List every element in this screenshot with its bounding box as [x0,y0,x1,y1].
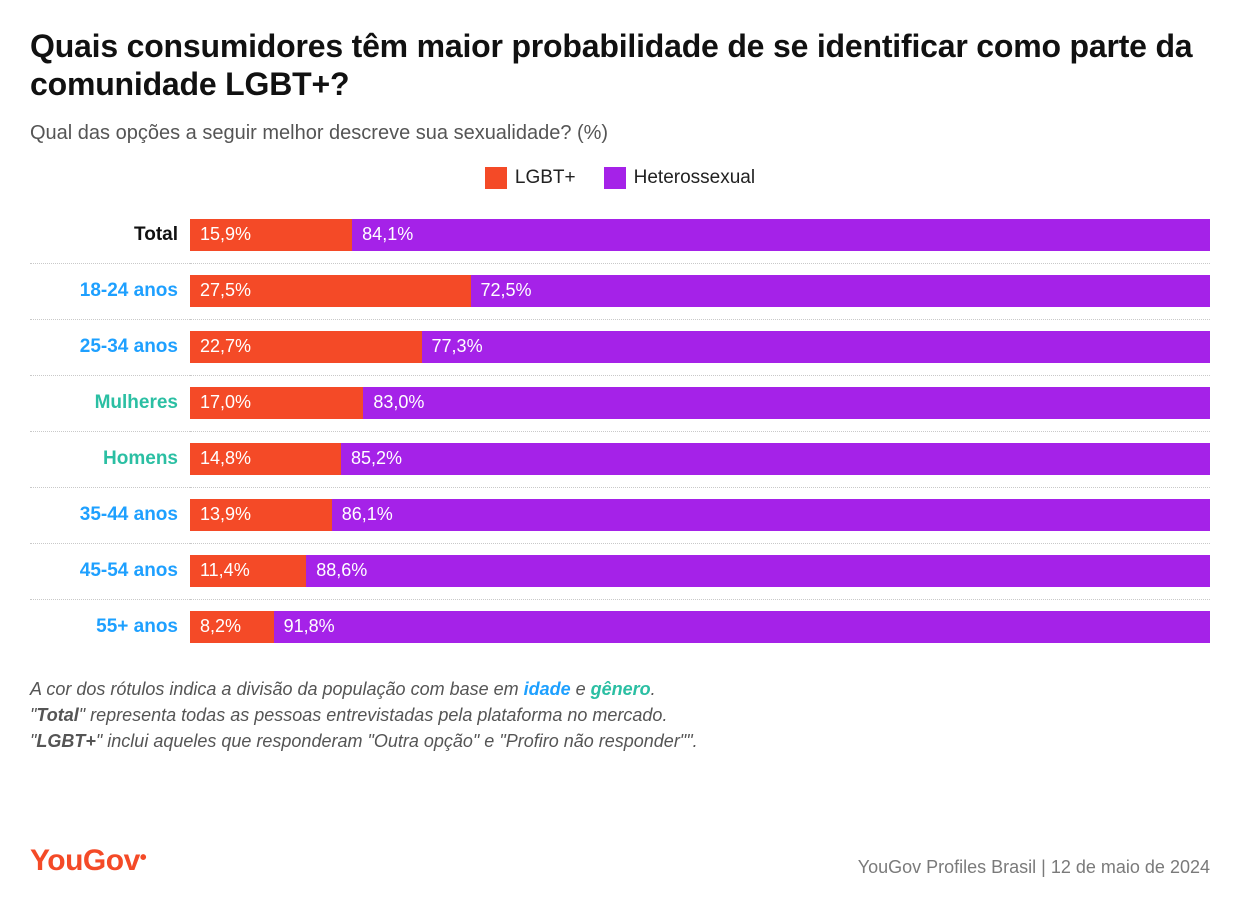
stacked-bar: 17,0%83,0% [190,387,1210,419]
bar-segment-lgbt: 13,9% [190,499,332,531]
bar-segment-lgbt: 8,2% [190,611,274,643]
bar-segment-lgbt: 17,0% [190,387,363,419]
category-label: 25-34 anos [30,319,190,374]
bar-cell: 8,2%91,8% [190,599,1210,654]
category-label: 18-24 anos [30,263,190,318]
category-label: 35-44 anos [30,487,190,542]
bar-segment-hetero: 86,1% [332,499,1210,531]
legend-item-hetero: Heterossexual [604,167,755,189]
footnote-line-1: A cor dos rótulos indica a divisão da po… [30,676,1210,702]
bar-segment-lgbt: 22,7% [190,331,422,363]
bar-cell: 11,4%88,6% [190,543,1210,598]
chart-subtitle: Qual das opções a seguir melhor descreve… [30,122,1210,145]
bar-segment-hetero: 84,1% [352,219,1210,251]
yougov-logo: YouGov• [30,844,146,878]
stacked-bar: 8,2%91,8% [190,611,1210,643]
bar-segment-hetero: 85,2% [341,443,1210,475]
stacked-bar: 11,4%88,6% [190,555,1210,587]
stacked-bar: 14,8%85,2% [190,443,1210,475]
category-label: 55+ anos [30,599,190,654]
bar-segment-lgbt: 14,8% [190,443,341,475]
logo-accent-icon: • [140,847,147,870]
category-label: 45-54 anos [30,543,190,598]
chart-row: 35-44 anos13,9%86,1% [30,486,1210,542]
legend-swatch-icon [604,167,626,189]
category-label: Total [30,208,190,262]
chart-row: Total15,9%84,1% [30,207,1210,262]
bar-segment-hetero: 83,0% [363,387,1210,419]
chart-row: 18-24 anos27,5%72,5% [30,262,1210,318]
legend-swatch-icon [485,167,507,189]
bar-cell: 22,7%77,3% [190,319,1210,374]
legend-label: LGBT+ [515,167,576,189]
bar-cell: 13,9%86,1% [190,487,1210,542]
bar-cell: 15,9%84,1% [190,208,1210,262]
stacked-bar-chart: Total15,9%84,1%18-24 anos27,5%72,5%25-34… [30,207,1210,654]
category-label: Homens [30,431,190,486]
stacked-bar: 27,5%72,5% [190,275,1210,307]
stacked-bar: 15,9%84,1% [190,219,1210,251]
stacked-bar: 22,7%77,3% [190,331,1210,363]
footnote-line-3: "LGBT+" inclui aqueles que responderam "… [30,728,1210,754]
bar-cell: 17,0%83,0% [190,375,1210,430]
chart-page: Quais consumidores têm maior probabilida… [0,0,1240,902]
legend: LGBT+ Heterossexual [30,167,1210,189]
bar-cell: 27,5%72,5% [190,263,1210,318]
footnote-line-2: "Total" representa todas as pessoas entr… [30,702,1210,728]
bar-segment-lgbt: 27,5% [190,275,471,307]
chart-row: Mulheres17,0%83,0% [30,374,1210,430]
legend-label: Heterossexual [634,167,755,189]
footnote-age-word: idade [524,679,571,699]
bar-segment-hetero: 88,6% [306,555,1210,587]
chart-row: 25-34 anos22,7%77,3% [30,318,1210,374]
legend-item-lgbt: LGBT+ [485,167,576,189]
source-text: YouGov Profiles Brasil | 12 de maio de 2… [858,857,1210,878]
stacked-bar: 13,9%86,1% [190,499,1210,531]
footer: YouGov• YouGov Profiles Brasil | 12 de m… [30,844,1210,878]
chart-title: Quais consumidores têm maior probabilida… [30,28,1210,104]
chart-row: 55+ anos8,2%91,8% [30,598,1210,654]
footnote-gender-word: gênero [591,679,651,699]
bar-segment-lgbt: 11,4% [190,555,306,587]
bar-cell: 14,8%85,2% [190,431,1210,486]
category-label: Mulheres [30,375,190,430]
bar-segment-hetero: 77,3% [422,331,1210,363]
bar-segment-hetero: 72,5% [471,275,1211,307]
bar-segment-lgbt: 15,9% [190,219,352,251]
chart-row: Homens14,8%85,2% [30,430,1210,486]
chart-row: 45-54 anos11,4%88,6% [30,542,1210,598]
logo-text: YouGov [30,844,140,877]
footnotes: A cor dos rótulos indica a divisão da po… [30,676,1210,754]
bar-segment-hetero: 91,8% [274,611,1210,643]
